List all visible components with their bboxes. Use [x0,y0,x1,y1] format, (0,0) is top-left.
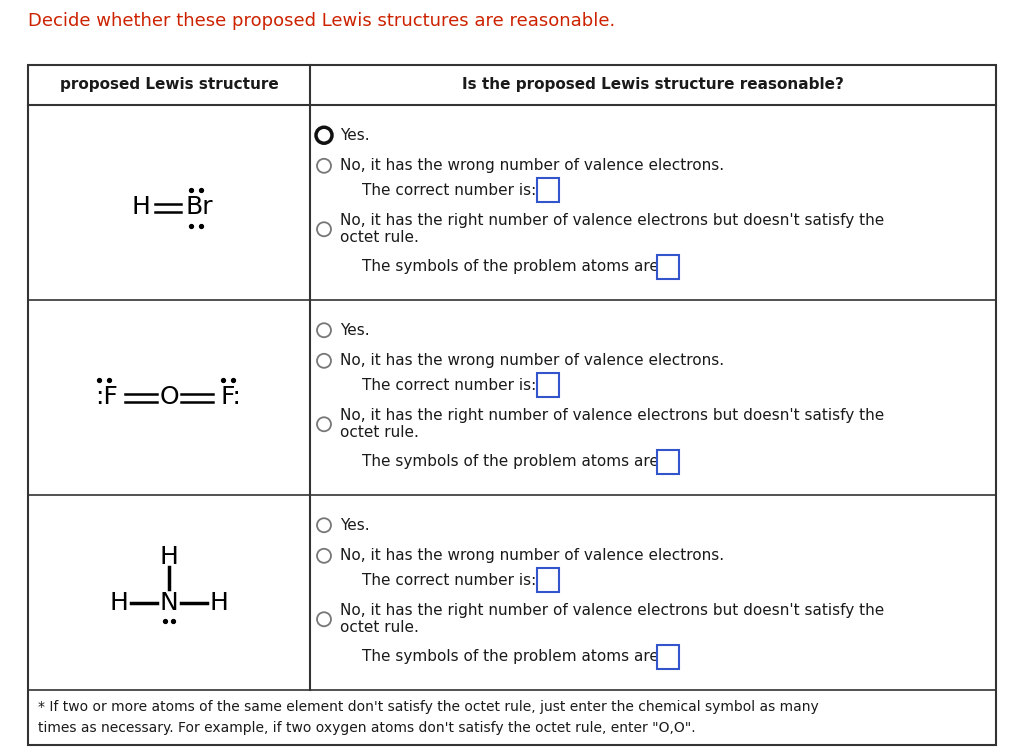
Text: H: H [160,546,178,569]
Bar [537,373,559,397]
Text: O: O [159,386,179,410]
Text: The symbols of the problem atoms are:*: The symbols of the problem atoms are:* [362,259,672,274]
Text: The correct number is:: The correct number is: [362,183,537,198]
Text: H: H [110,590,128,615]
Text: Yes.: Yes. [340,128,370,143]
Text: No, it has the wrong number of valence electrons.: No, it has the wrong number of valence e… [340,353,724,368]
Text: The correct number is:: The correct number is: [362,378,537,393]
Text: octet rule.: octet rule. [340,230,419,245]
Text: F:: F: [220,386,242,410]
Text: Yes.: Yes. [340,518,370,533]
Text: The symbols of the problem atoms are:*: The symbols of the problem atoms are:* [362,649,672,665]
Text: H: H [131,196,151,219]
Text: H: H [210,590,228,615]
Text: No, it has the wrong number of valence electrons.: No, it has the wrong number of valence e… [340,158,724,173]
Bar [657,255,679,279]
Text: No, it has the right number of valence electrons but doesn't satisfy the: No, it has the right number of valence e… [340,408,885,423]
Bar [537,569,559,592]
Text: Br: Br [185,196,213,219]
Text: proposed Lewis structure: proposed Lewis structure [59,78,279,92]
Text: :F: :F [95,386,119,410]
Bar [537,178,559,203]
Text: Decide whether these proposed Lewis structures are reasonable.: Decide whether these proposed Lewis stru… [28,12,615,30]
Text: octet rule.: octet rule. [340,620,419,635]
Text: N: N [160,590,178,615]
Text: * If two or more atoms of the same element don't satisfy the octet rule, just en: * If two or more atoms of the same eleme… [38,700,819,735]
Text: No, it has the right number of valence electrons but doesn't satisfy the: No, it has the right number of valence e… [340,213,885,228]
Text: No, it has the right number of valence electrons but doesn't satisfy the: No, it has the right number of valence e… [340,603,885,618]
Text: No, it has the wrong number of valence electrons.: No, it has the wrong number of valence e… [340,548,724,563]
Text: Is the proposed Lewis structure reasonable?: Is the proposed Lewis structure reasonab… [462,78,844,92]
Text: octet rule.: octet rule. [340,425,419,440]
Text: The symbols of the problem atoms are:*: The symbols of the problem atoms are:* [362,454,672,469]
Bar [28,65,996,745]
Text: The correct number is:: The correct number is: [362,573,537,587]
Bar [657,450,679,474]
Text: Yes.: Yes. [340,323,370,338]
Bar [657,645,679,669]
